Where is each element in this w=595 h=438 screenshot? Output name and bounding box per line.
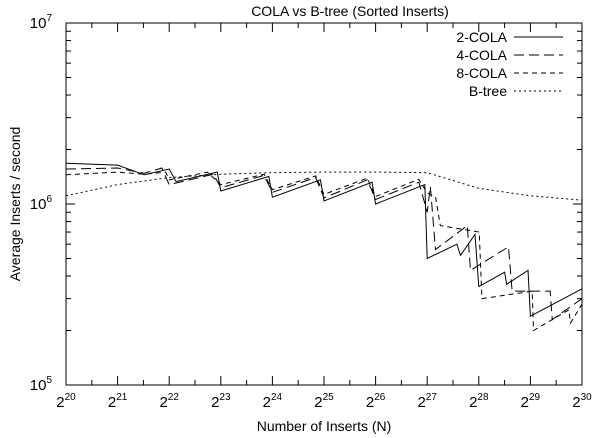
x-tick-label: 226: [366, 392, 386, 411]
x-tick-label: 220: [56, 392, 76, 411]
x-tick-label: 228: [469, 392, 489, 411]
series-line-4-cola: [66, 167, 582, 321]
x-tick-label: 230: [572, 392, 592, 411]
x-tick-label: 224: [263, 392, 283, 411]
y-tick-label: 105: [30, 375, 53, 394]
series-line-2-cola: [66, 162, 582, 317]
y-tick-label: 106: [30, 194, 53, 213]
series-line-8-cola: [66, 171, 582, 332]
legend-label-8-cola: 8-COLA: [456, 65, 507, 81]
y-axis-ticks: 105 106 107: [30, 13, 582, 394]
y-axis-label: Average Inserts / second: [7, 127, 23, 282]
legend: 2-COLA 4-COLA 8-COLA B-tree: [456, 29, 563, 99]
legend-label-2-cola: 2-COLA: [456, 29, 507, 45]
x-tick-label: 227: [417, 392, 437, 411]
series-line-b-tree: [66, 171, 582, 201]
x-tick-label: 222: [159, 392, 179, 411]
series-layer: [66, 162, 582, 332]
legend-label-b-tree: B-tree: [469, 83, 507, 99]
x-tick-label: 221: [108, 392, 128, 411]
x-axis-ticks: 220 221 222 223 224 225 226 227 228 229 230: [56, 23, 592, 411]
y-tick-label: 107: [30, 13, 53, 32]
x-tick-label: 229: [521, 392, 541, 411]
x-axis-label: Number of Inserts (N): [257, 418, 392, 434]
legend-label-4-cola: 4-COLA: [456, 47, 507, 63]
chart-title: COLA vs B-tree (Sorted Inserts): [251, 3, 449, 19]
x-tick-label: 223: [211, 392, 231, 411]
x-tick-label: 225: [314, 392, 334, 411]
